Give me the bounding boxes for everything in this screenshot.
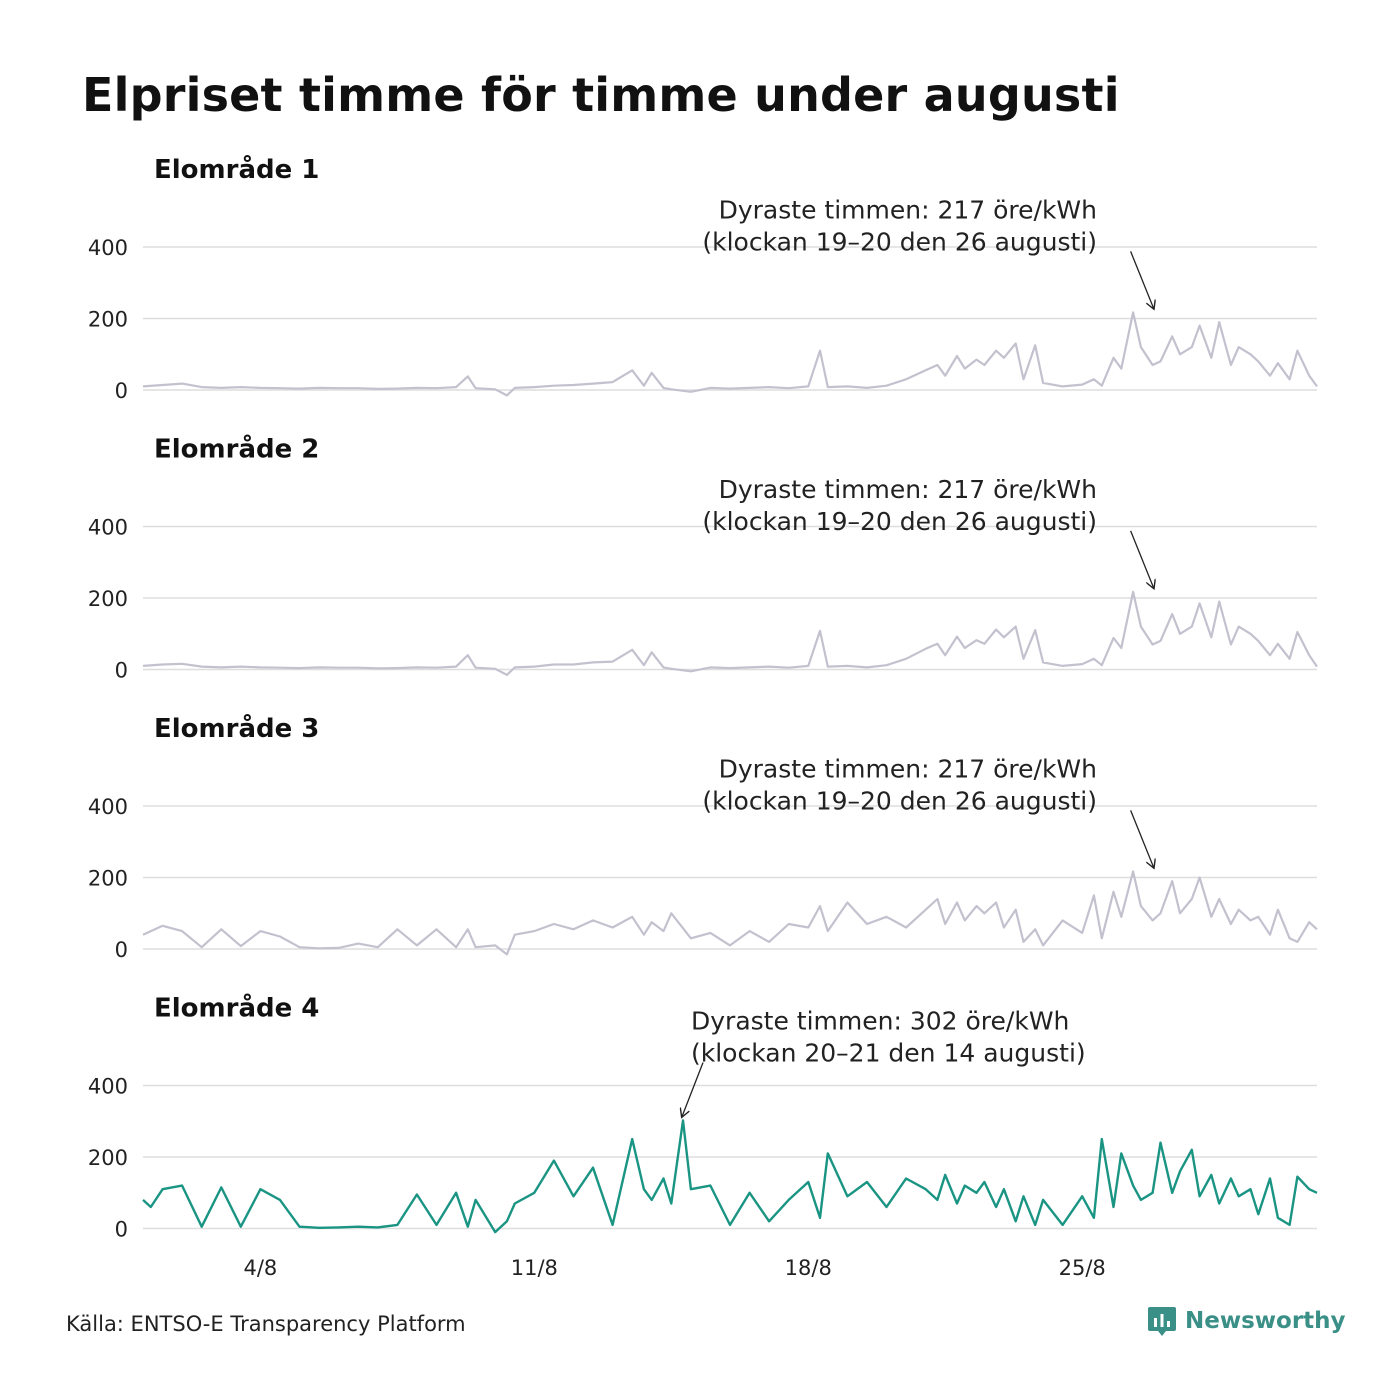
x-tick-label: 11/8 bbox=[511, 1256, 558, 1280]
panel-4: Elområde 4 0 200 400 Dyraste timmen: 302 öre… bbox=[88, 992, 1318, 1242]
y-tick-label: 400 bbox=[88, 795, 128, 819]
panel-2: Elområde 2 0 200 400 Dyraste timmen: 217 öre… bbox=[88, 433, 1318, 683]
chart-area: Elområde 1 0 200 400 Dyraste timmen: 217 öre… bbox=[88, 153, 1318, 1280]
y-tick-label: 400 bbox=[88, 1075, 128, 1099]
brand-name: Newsworthy bbox=[1185, 1308, 1346, 1334]
annotation-line-2: (klockan 19–20 den 26 augusti) bbox=[702, 227, 1097, 256]
annotation-arrow bbox=[1130, 530, 1154, 588]
series-line bbox=[142, 1119, 1318, 1234]
annotation-line-1: Dyraste timmen: 217 öre/kWh bbox=[719, 754, 1097, 783]
brand-logo: Newsworthy bbox=[1147, 1305, 1346, 1337]
annotation-line-1: Dyraste timmen: 302 öre/kWh bbox=[691, 1007, 1069, 1036]
panels-group: Elområde 1 0 200 400 Dyraste timmen: 217 öre… bbox=[88, 153, 1318, 1242]
annotation-arrow bbox=[1130, 810, 1154, 867]
x-axis: 4/8 11/8 18/8 25/8 bbox=[244, 1256, 1106, 1280]
panel-title: Elområde 3 bbox=[154, 712, 319, 744]
y-tick-label: 0 bbox=[115, 938, 128, 962]
panel-title: Elområde 4 bbox=[154, 992, 319, 1024]
annotation: Dyraste timmen: 217 öre/kWh (klockan 19–2… bbox=[702, 195, 1153, 308]
annotation-line-1: Dyraste timmen: 217 öre/kWh bbox=[719, 475, 1097, 504]
y-tick-label: 0 bbox=[115, 379, 128, 403]
annotation-line-2: (klockan 19–20 den 26 augusti) bbox=[702, 507, 1097, 536]
panel-1: Elområde 1 0 200 400 Dyraste timmen: 217 öre… bbox=[88, 153, 1318, 403]
series-line bbox=[142, 870, 1318, 956]
annotation: Dyraste timmen: 217 öre/kWh (klockan 19–2… bbox=[702, 754, 1153, 867]
x-tick-label: 25/8 bbox=[1059, 1256, 1106, 1280]
annotation-line-2: (klockan 19–20 den 26 augusti) bbox=[702, 786, 1097, 815]
annotation: Dyraste timmen: 217 öre/kWh (klockan 19–2… bbox=[702, 475, 1153, 588]
newsworthy-logo-icon bbox=[1148, 1307, 1176, 1336]
panel-title: Elområde 2 bbox=[154, 433, 319, 465]
source-note: Källa: ENTSO-E Transparency Platform bbox=[66, 1312, 466, 1336]
y-tick-label: 200 bbox=[88, 308, 128, 332]
y-tick-label: 0 bbox=[115, 659, 128, 683]
chart-title: Elpriset timme för timme under augusti bbox=[82, 68, 1120, 122]
y-tick-label: 200 bbox=[88, 867, 128, 891]
y-tick-label: 200 bbox=[88, 1146, 128, 1170]
x-tick-label: 4/8 bbox=[244, 1256, 278, 1280]
series-line bbox=[142, 590, 1318, 677]
series-line bbox=[142, 311, 1318, 397]
panel-3: Elområde 3 0 200 400 Dyraste timmen: 217 öre… bbox=[88, 712, 1318, 962]
y-tick-label: 400 bbox=[88, 516, 128, 540]
annotation-line-2: (klockan 20–21 den 14 augusti) bbox=[691, 1039, 1086, 1068]
annotation-line-1: Dyraste timmen: 217 öre/kWh bbox=[719, 195, 1097, 224]
annotation-arrow bbox=[1130, 251, 1154, 308]
x-tick-label: 18/8 bbox=[785, 1256, 832, 1280]
y-tick-label: 200 bbox=[88, 587, 128, 611]
annotation: Dyraste timmen: 302 öre/kWh (klockan 20–2… bbox=[682, 1007, 1086, 1117]
y-tick-label: 400 bbox=[88, 236, 128, 260]
panel-title: Elområde 1 bbox=[154, 153, 319, 185]
y-tick-label: 0 bbox=[115, 1218, 128, 1242]
annotation-arrow bbox=[682, 1062, 704, 1117]
